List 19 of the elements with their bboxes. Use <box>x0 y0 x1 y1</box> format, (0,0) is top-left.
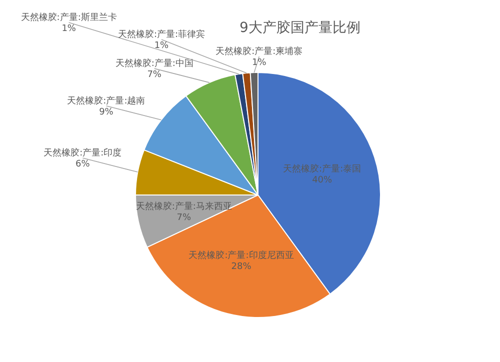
slice-label: 天然橡胶:产量:马来西亚 <box>136 201 232 212</box>
data-label: 7% <box>147 70 162 80</box>
slice-label: 天然橡胶:产量:柬埔寨 <box>216 46 303 57</box>
slice-label: 天然橡胶:产量:斯里兰卡 <box>20 12 117 23</box>
slice-label: 天然橡胶:产量:菲律宾 <box>118 29 206 40</box>
data-label: 40% <box>312 176 333 186</box>
slice-label: 天然橡胶:产量:越南 <box>67 95 146 106</box>
slice-label: 天然橡胶:产量:泰国 <box>283 164 362 175</box>
data-label: 6% <box>76 160 90 170</box>
slice-label: 天然橡胶:产量:印度尼西亚 <box>188 250 294 261</box>
data-label: 1% <box>252 58 267 68</box>
data-label: 1% <box>154 41 170 51</box>
slice-label: 天然橡胶:产量:中国 <box>115 58 194 70</box>
data-label: 7% <box>176 213 192 224</box>
data-label: 1% <box>62 24 76 34</box>
data-label: 28% <box>231 262 252 272</box>
data-label: 9% <box>99 107 114 118</box>
text: 9大产胶国产量比例 <box>240 20 360 36</box>
slice-label: 天然橡胶:产量:印度 <box>44 148 122 159</box>
